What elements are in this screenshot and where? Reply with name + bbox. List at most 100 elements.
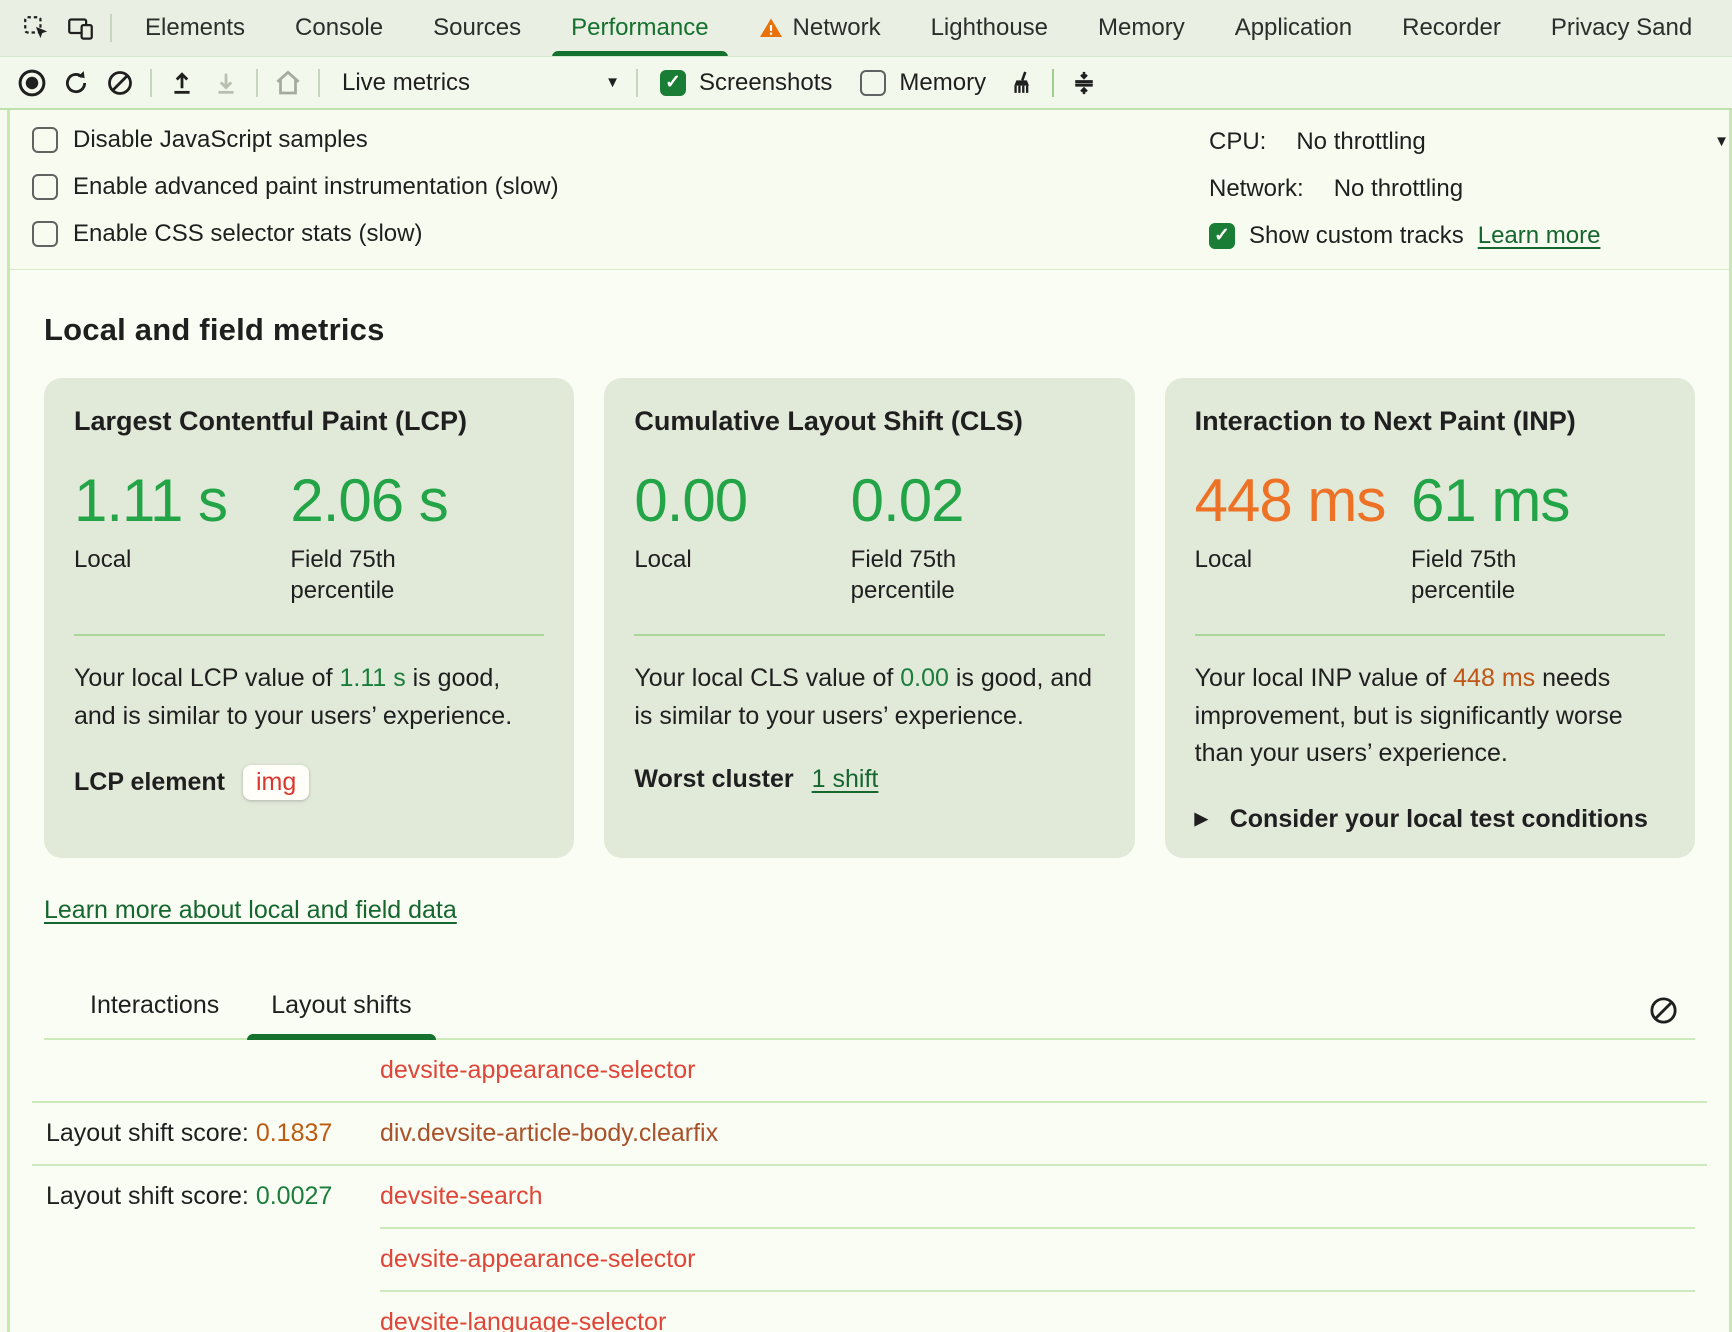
- shifted-element-link[interactable]: devsite-appearance-selector: [380, 1056, 1695, 1085]
- lcp-element-node-link[interactable]: img: [243, 765, 309, 800]
- tab-application[interactable]: Application: [1210, 0, 1377, 57]
- network-throttling-select[interactable]: Network: No throttling ▼: [1209, 165, 1729, 212]
- inp-field-value: 61 ms: [1411, 469, 1665, 532]
- css-selector-stats-checkbox[interactable]: Enable CSS selector stats (slow): [32, 210, 559, 257]
- lcp-description: Your local LCP value of 1.11 s is good, …: [74, 660, 544, 735]
- mode-select-value: Live metrics: [342, 69, 470, 97]
- custom-tracks-learn-more-link[interactable]: Learn more: [1478, 222, 1601, 250]
- toolbar-separator: [110, 14, 112, 42]
- checkbox-unchecked-icon: [32, 174, 58, 200]
- tab-elements[interactable]: Elements: [120, 0, 270, 57]
- metric-cards: Largest Contentful Paint (LCP) 1.11 s Lo…: [44, 378, 1695, 858]
- tab-interactions[interactable]: Interactions: [64, 983, 245, 1038]
- chevron-down-icon: ▼: [605, 74, 620, 91]
- chevron-down-icon: ▼: [1728, 180, 1732, 197]
- load-profile-button[interactable]: [160, 61, 204, 105]
- broom-icon: [1008, 69, 1036, 97]
- download-icon: [212, 69, 240, 97]
- inp-card: Interaction to Next Paint (INP) 448 ms L…: [1165, 378, 1695, 858]
- inp-description: Your local INP value of 448 ms needs imp…: [1195, 660, 1665, 773]
- tab-recorder[interactable]: Recorder: [1377, 0, 1526, 57]
- chevron-down-icon: ▼: [1714, 133, 1729, 150]
- shifted-element-link[interactable]: devsite-appearance-selector: [380, 1245, 1695, 1274]
- toolbar-separator: [256, 69, 258, 97]
- local-test-conditions-disclosure[interactable]: ▶ Consider your local test conditions: [1195, 805, 1665, 834]
- card-divider: [634, 634, 1104, 636]
- toolbar-separator: [636, 69, 638, 97]
- cpu-throttling-select[interactable]: CPU: No throttling ▼: [1209, 118, 1729, 165]
- worst-cluster-link[interactable]: 1 shift: [812, 765, 879, 794]
- tab-memory[interactable]: Memory: [1073, 0, 1210, 57]
- section-heading: Local and field metrics: [44, 312, 1695, 348]
- card-title: Largest Contentful Paint (LCP): [74, 406, 544, 437]
- memory-checkbox[interactable]: Memory: [860, 69, 986, 97]
- toolbar-separator: [318, 69, 320, 97]
- inspect-cursor-icon: [23, 15, 50, 42]
- tab-network[interactable]: Network: [734, 0, 906, 57]
- events-log-section: Interactions Layout shifts devsite-appea…: [44, 983, 1695, 1332]
- collapse-icon: [1070, 69, 1098, 97]
- gc-collect-button[interactable]: [1000, 61, 1044, 105]
- block-icon: [106, 69, 134, 97]
- panel-mode-select[interactable]: Live metrics ▼: [328, 69, 628, 97]
- lcp-field-value: 2.06 s: [290, 469, 544, 532]
- show-custom-tracks-row: ✓ Show custom tracks Learn more: [1209, 212, 1729, 259]
- record-button[interactable]: [10, 61, 54, 105]
- home-button[interactable]: [266, 61, 310, 105]
- card-divider: [74, 634, 544, 636]
- record-icon: [17, 68, 47, 98]
- performance-panel-pane: Disable JavaScript samples Enable advanc…: [7, 110, 1732, 1332]
- device-toolbar-button[interactable]: [58, 6, 102, 50]
- warning-icon: [759, 16, 783, 40]
- shifted-element-link[interactable]: devsite-language-selector: [380, 1308, 1695, 1332]
- shifted-element-link[interactable]: devsite-search: [380, 1182, 1695, 1211]
- tab-layout-shifts[interactable]: Layout shifts: [245, 983, 437, 1038]
- inp-local-value: 448 ms: [1195, 469, 1411, 532]
- toolbar-separator: [150, 69, 152, 97]
- layout-shift-row: devsite-appearance-selector: [44, 1040, 1695, 1101]
- home-icon: [273, 68, 303, 98]
- card-divider: [1195, 634, 1665, 636]
- devtools-tab-bar: Elements Console Sources Performance Net…: [0, 0, 1732, 57]
- shifted-element-link[interactable]: div.devsite-article-body.clearfix: [380, 1119, 1695, 1148]
- checkbox-checked-icon: ✓: [660, 70, 686, 96]
- lcp-card: Largest Contentful Paint (LCP) 1.11 s Lo…: [44, 378, 574, 858]
- lcp-local-value: 1.11 s: [74, 469, 290, 532]
- events-log-tabs: Interactions Layout shifts: [44, 983, 1695, 1040]
- reload-icon: [62, 69, 90, 97]
- tab-performance[interactable]: Performance: [546, 0, 733, 57]
- checkbox-unchecked-icon: [860, 70, 886, 96]
- learn-more-local-field-link[interactable]: Learn more about local and field data: [44, 896, 457, 924]
- cls-local-value: 0.00: [634, 469, 850, 532]
- disclosure-triangle-icon: ▶: [1195, 809, 1208, 829]
- upload-icon: [168, 69, 196, 97]
- clear-recording-button[interactable]: [98, 61, 142, 105]
- card-title: Interaction to Next Paint (INP): [1195, 406, 1665, 437]
- cls-field-value: 0.02: [851, 469, 1105, 532]
- layout-shift-row: Layout shift score: 0.0027 devsite-searc…: [44, 1166, 1695, 1227]
- clear-log-button[interactable]: [1648, 995, 1679, 1026]
- disable-js-samples-checkbox[interactable]: Disable JavaScript samples: [32, 116, 559, 163]
- tab-privacy-sandbox[interactable]: Privacy Sand: [1526, 0, 1717, 57]
- collapse-sections-button[interactable]: [1062, 61, 1106, 105]
- record-and-reload-button[interactable]: [54, 61, 98, 105]
- block-icon: [1648, 995, 1679, 1026]
- capture-settings: Disable JavaScript samples Enable advanc…: [10, 110, 1729, 269]
- cls-description: Your local CLS value of 0.00 is good, an…: [634, 660, 1104, 735]
- save-profile-button[interactable]: [204, 61, 248, 105]
- advanced-paint-instrumentation-checkbox[interactable]: Enable advanced paint instrumentation (s…: [32, 163, 559, 210]
- custom-tracks-checkbox[interactable]: ✓: [1209, 223, 1235, 249]
- screenshots-checkbox[interactable]: ✓ Screenshots: [660, 69, 832, 97]
- live-metrics-view: Local and field metrics Largest Contentf…: [10, 269, 1729, 1332]
- device-toolbar-icon: [67, 15, 94, 42]
- checkbox-unchecked-icon: [32, 221, 58, 247]
- inspect-element-button[interactable]: [14, 6, 58, 50]
- checkbox-unchecked-icon: [32, 127, 58, 153]
- tab-sources[interactable]: Sources: [408, 0, 546, 57]
- layout-shift-row: devsite-appearance-selector: [44, 1229, 1695, 1290]
- tab-lighthouse[interactable]: Lighthouse: [906, 0, 1073, 57]
- toolbar-separator: [1052, 69, 1054, 97]
- layout-shift-row: Layout shift score: 0.1837 div.devsite-a…: [44, 1103, 1695, 1164]
- tab-console[interactable]: Console: [270, 0, 408, 57]
- performance-toolbar: Live metrics ▼ ✓ Screenshots Memory: [0, 57, 1732, 110]
